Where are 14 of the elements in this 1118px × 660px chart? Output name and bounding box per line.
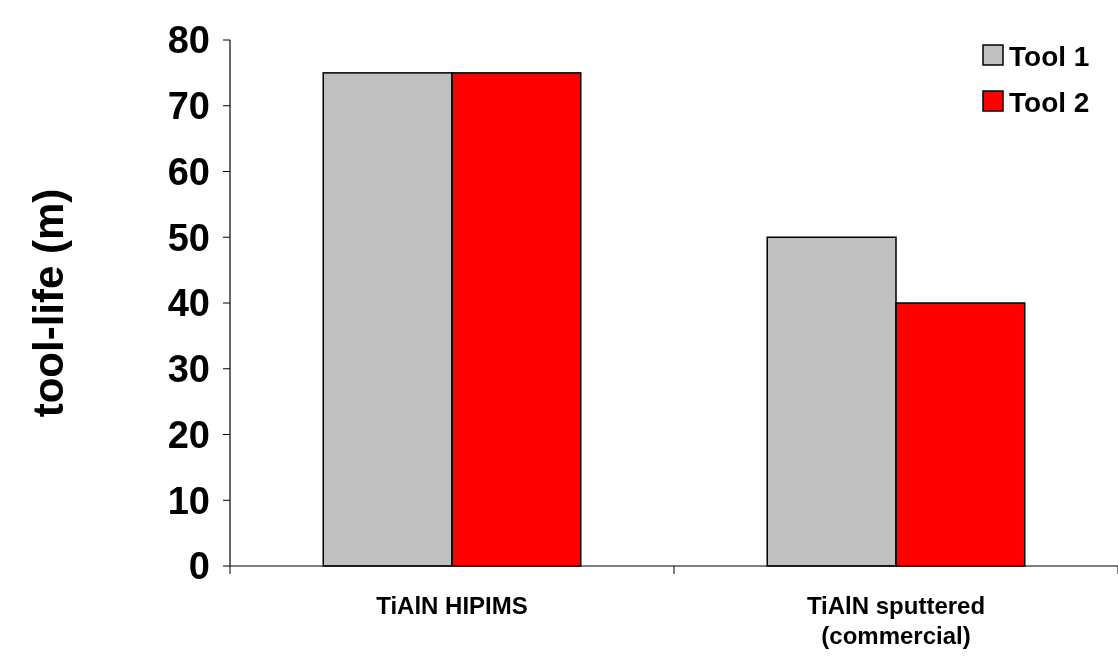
y-tick-label: 70 <box>167 85 210 128</box>
y-tick-label: 10 <box>167 479 210 522</box>
y-axis-title: tool-life (m) <box>25 188 72 418</box>
y-tick-label: 30 <box>167 348 210 391</box>
y-tick-label: 0 <box>188 545 210 588</box>
y-tick-label: 80 <box>167 19 210 62</box>
y-tick-label: 60 <box>167 150 210 193</box>
y-tick-label: 20 <box>167 413 210 456</box>
legend-label: Tool 2 <box>1009 86 1090 118</box>
legend-label: Tool 1 <box>1009 40 1090 72</box>
y-tick-label: 40 <box>167 282 210 325</box>
x-tick-label: TiAlN sputtered (commercial) <box>806 592 986 649</box>
y-tick-label: 50 <box>167 216 210 259</box>
x-tick-label: TiAlN HIPIMS <box>376 592 528 619</box>
